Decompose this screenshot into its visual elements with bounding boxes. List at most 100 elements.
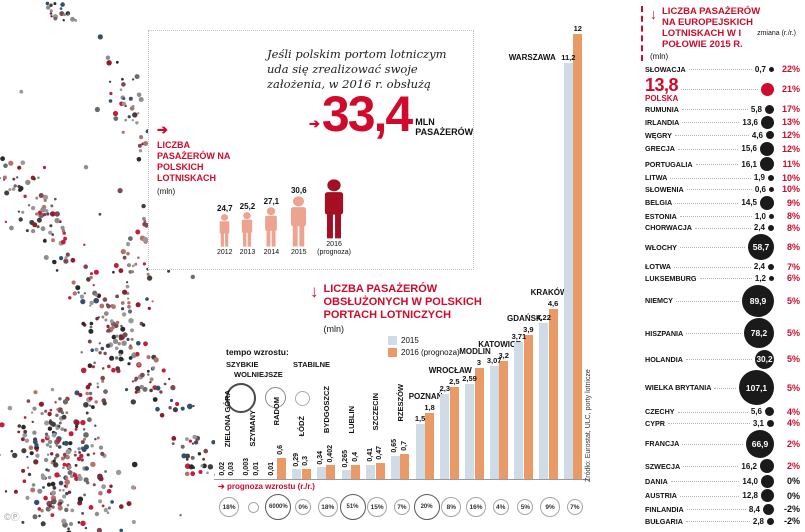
country-row: CYPR 3,1 4% [645, 418, 800, 428]
tempo-circles [226, 383, 330, 413]
change-value: 6% [786, 273, 800, 283]
pictogram-value: 24,7 [217, 204, 233, 213]
bar-value-2016: 3,2 [498, 350, 509, 360]
airport-name: RADOM [272, 397, 282, 426]
country-row: LITWA 1,9 10% [645, 173, 800, 183]
pictogram-year-label: 2016 (prognoza) [317, 241, 351, 256]
country-name: PORTUGALIA [645, 159, 693, 169]
growth-forecast-circle: 7% [393, 499, 410, 515]
tempo-circle-fast [226, 383, 256, 413]
country-value: 0,6 [754, 184, 766, 194]
leader-dots [683, 465, 739, 467]
bar-2016 [400, 453, 410, 480]
country-name: ESTONIA [645, 211, 677, 221]
country-row: WIELKA BRYTANIA 107,1 5% [645, 370, 800, 405]
pictogram-year: 25,2 2013 [239, 202, 256, 257]
pictogram-year-label: 2013 [239, 249, 256, 256]
country-circle [768, 174, 774, 181]
passenger-pictogram-chart: 24,7 2012 25,2 2013 27,1 2014 30,6 2015 201… [217, 115, 351, 257]
country-row: HOLANDIA 30,2 5% [645, 349, 800, 369]
bar-value-2016: 12 [573, 23, 582, 33]
leader-dots [686, 508, 746, 510]
bar-value-2016: 4,6 [547, 298, 559, 308]
pictogram-year: 24,7 2012 [217, 204, 233, 257]
country-value: 16,2 [741, 461, 757, 471]
country-circle: 107,1 [739, 370, 774, 405]
country-circle [769, 186, 774, 192]
country-name: HISZPANIA [645, 328, 684, 338]
country-circle: 66,9 [746, 429, 774, 458]
country-circle [761, 82, 774, 96]
bar-2015 [316, 467, 326, 480]
airport-name: RZESZÓW [395, 384, 405, 422]
change-value: 5% [786, 295, 800, 306]
bar-value-2016: 0,47 [376, 445, 384, 460]
change-value: 12% [781, 130, 800, 140]
growth-forecast-circle: 4% [492, 499, 509, 515]
bar-value-2016: 0,6 [277, 444, 285, 455]
leader-dots [673, 266, 751, 268]
legend-swatch-2015 [388, 336, 397, 345]
pictogram-year: 2016 (prognoza) [317, 179, 351, 257]
intro-text: Jeśli polskim portom lotniczym uda się z… [267, 47, 447, 92]
country-value: 8,4 [748, 504, 760, 514]
forecast-total: ➔ 33,4 MLN PASAŻERÓW [309, 87, 473, 141]
country-circle: 30,2 [755, 349, 774, 369]
country-circle [767, 419, 774, 427]
change-value: 10% [781, 184, 800, 194]
right-arrow-icon: ➔ [309, 116, 320, 131]
leader-dots [688, 68, 752, 70]
bar-value-2015: 4,22 [536, 313, 551, 323]
bar-value-2015: 11,2 [561, 53, 576, 63]
leader-dots [667, 422, 750, 424]
leader-dots [677, 411, 748, 413]
country-circle [761, 115, 774, 129]
country-name: SŁOWENIA [645, 184, 684, 194]
change-value: 5% [786, 328, 800, 338]
bar-value-2016: 0,402 [326, 444, 334, 463]
country-circle [760, 157, 774, 171]
growth-forecast-circle: 18% [219, 497, 239, 517]
country-value: 5,8 [750, 104, 762, 114]
growth-forecast-circle: 20% [413, 494, 440, 520]
country-name: NIEMCY [645, 296, 673, 305]
country-name: FRANCJA [645, 439, 680, 448]
bar-2015 [415, 424, 425, 480]
change-value: 8% [786, 222, 800, 233]
bar-2016 [425, 413, 435, 480]
country-row: SŁOWENIA 0,6 10% [645, 184, 800, 194]
country-value: 4,6 [751, 130, 763, 140]
country-row: ŁOTWA 2,4 7% [645, 262, 800, 272]
country-row: CZECHY 5,6 4% [645, 407, 800, 417]
country-row: AUSTRIA 12,8 0% [645, 489, 800, 502]
growth-forecast-circle: 9% [540, 497, 561, 517]
growth-forecast-circle [248, 501, 260, 513]
airport-name: KATOWICE [478, 339, 522, 349]
bar-2015 [390, 455, 400, 480]
bar-2015 [440, 394, 450, 480]
growth-forecast-circle: 51% [339, 494, 366, 520]
country-circle [767, 517, 774, 525]
country-circle [769, 275, 774, 281]
change-value: 5% [786, 382, 800, 393]
country-circle [760, 141, 774, 156]
bar-value-2016: 2,5 [449, 377, 460, 386]
airport-chart-unit: (mln) [323, 324, 345, 334]
person-icon [291, 196, 307, 247]
change-value: 12% [781, 143, 800, 154]
leader-dots [675, 300, 739, 302]
country-row: WŁOCHY 58,7 8% [645, 234, 800, 260]
change-value: -2% [783, 504, 800, 514]
bar-value-2015: 2,59 [462, 373, 477, 383]
change-value: 22% [781, 64, 800, 74]
country-row: NIEMCY 89,9 5% [645, 284, 800, 317]
credit-mark: ©Ⓟ [4, 512, 20, 522]
country-circle [768, 263, 774, 270]
country-row: HISZPANIA 78,2 5% [645, 318, 800, 348]
country-value: 1,2 [754, 273, 766, 283]
change-value: 7% [786, 261, 800, 272]
country-row: BUŁGARIA 2,8 -2% [645, 516, 800, 526]
country-name: IRLANDIA [645, 117, 680, 127]
